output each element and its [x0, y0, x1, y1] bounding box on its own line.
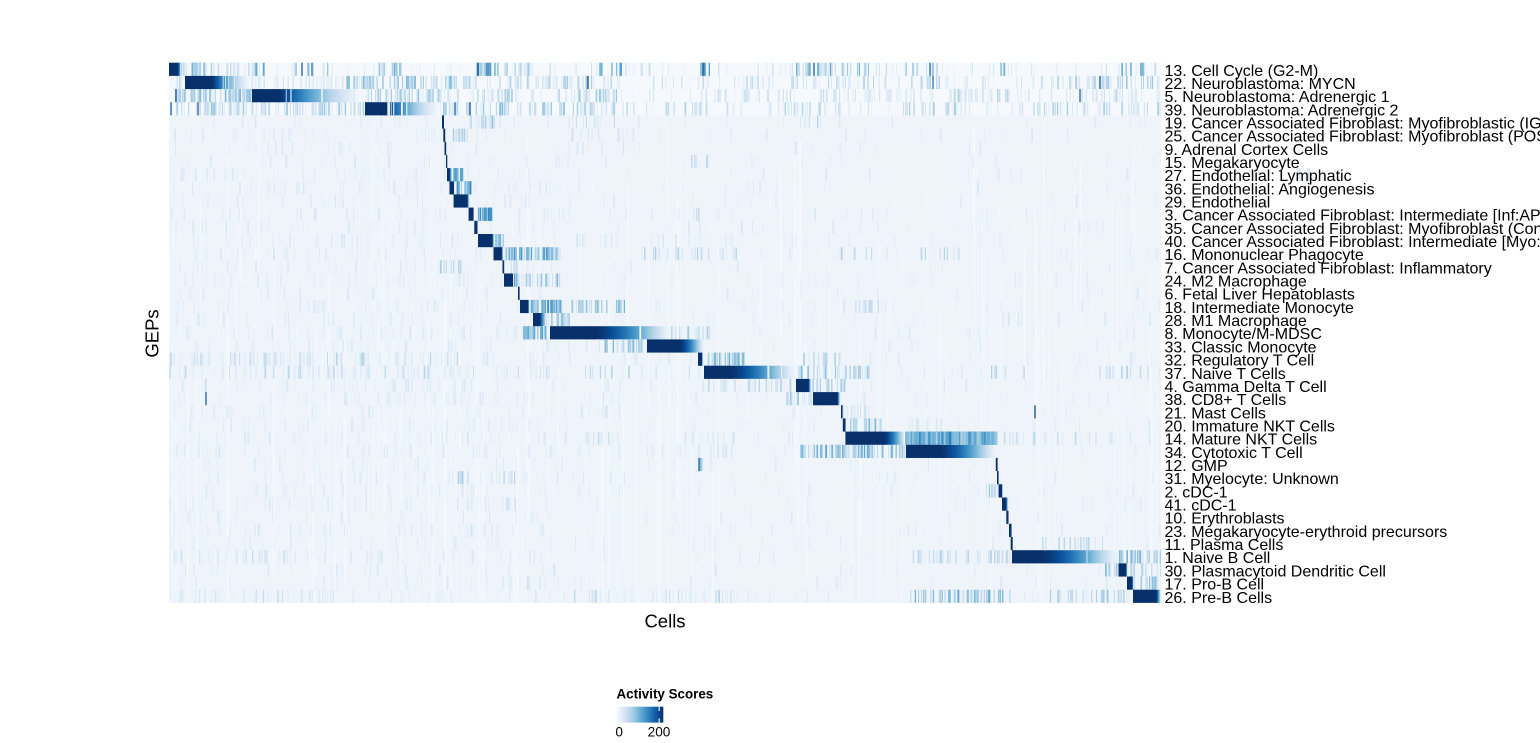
svg-text:37. Naive T Cells: 37. Naive T Cells	[1165, 366, 1286, 383]
svg-text:41. cDC-1: 41. cDC-1	[1165, 498, 1237, 515]
svg-text:16. Mononuclear Phagocyte: 16. Mononuclear Phagocyte	[1165, 247, 1364, 264]
svg-text:3. Cancer Associated Fibroblas: 3. Cancer Associated Fibroblast: Interme…	[1165, 208, 1540, 225]
svg-text:36. Endothelial: Angiogenesis: 36. Endothelial: Angiogenesis	[1165, 181, 1375, 198]
svg-text:17. Pro-B Cell: 17. Pro-B Cell	[1165, 577, 1265, 594]
svg-text:29. Endothelial: 29. Endothelial	[1165, 195, 1271, 212]
svg-text:21. Mast Cells: 21. Mast Cells	[1165, 405, 1266, 422]
svg-text:2. cDC-1: 2. cDC-1	[1165, 484, 1228, 501]
svg-text:7. Cancer Associated Fibroblas: 7. Cancer Associated Fibroblast: Inflamm…	[1165, 260, 1492, 277]
svg-text:30. Plasmacytoid Dendritic Cel: 30. Plasmacytoid Dendritic Cell	[1165, 563, 1386, 580]
svg-text:31. Myelocyte: Unknown: 31. Myelocyte: Unknown	[1165, 471, 1339, 488]
svg-text:26. Pre-B Cells: 26. Pre-B Cells	[1165, 590, 1273, 607]
svg-text:24. M2 Macrophage: 24. M2 Macrophage	[1165, 274, 1307, 291]
svg-text:9. Adrenal Cortex Cells: 9. Adrenal Cortex Cells	[1165, 142, 1329, 159]
svg-text:33. Classic Monocyte: 33. Classic Monocyte	[1165, 339, 1317, 356]
svg-text:6. Fetal Liver Hepatoblasts: 6. Fetal Liver Hepatoblasts	[1165, 287, 1355, 304]
svg-text:Activity Scores: Activity Scores	[617, 687, 714, 702]
svg-text:11. Plasma Cells: 11. Plasma Cells	[1165, 537, 1284, 554]
svg-text:23. Megakaryocyte-erythroid pr: 23. Megakaryocyte-erythroid precursors	[1165, 524, 1448, 541]
svg-text:22. Neuroblastoma: MYCN: 22. Neuroblastoma: MYCN	[1165, 76, 1356, 93]
svg-text:1. Naive B Cell: 1. Naive B Cell	[1165, 550, 1271, 567]
svg-text:18. Intermediate Monocyte: 18. Intermediate Monocyte	[1165, 300, 1355, 317]
svg-text:13. Cell Cycle (G2-M): 13. Cell Cycle (G2-M)	[1165, 63, 1319, 80]
svg-text:19. Cancer Associated Fibrobla: 19. Cancer Associated Fibroblast: Myofib…	[1165, 116, 1540, 133]
svg-text:200: 200	[648, 724, 671, 739]
svg-text:8. Monocyte/M-MDSC: 8. Monocyte/M-MDSC	[1165, 326, 1322, 343]
svg-text:32. Regulatory T Cell: 32. Regulatory T Cell	[1165, 353, 1315, 370]
svg-text:4. Gamma Delta T Cell: 4. Gamma Delta T Cell	[1165, 379, 1327, 396]
svg-text:25. Cancer Associated Fibrobla: 25. Cancer Associated Fibroblast: Myofib…	[1165, 129, 1540, 146]
svg-text:34. Cytotoxic T Cell: 34. Cytotoxic T Cell	[1165, 445, 1303, 462]
svg-text:10. Erythroblasts: 10. Erythroblasts	[1165, 511, 1285, 528]
svg-text:39. Neuroblastoma: Adrenergic: 39. Neuroblastoma: Adrenergic 2	[1165, 102, 1399, 119]
svg-text:12. GMP: 12. GMP	[1165, 458, 1228, 475]
svg-text:20. Immature NKT Cells: 20. Immature NKT Cells	[1165, 419, 1335, 436]
svg-text:Cells: Cells	[644, 611, 685, 632]
svg-text:5. Neuroblastoma: Adrenergic 1: 5. Neuroblastoma: Adrenergic 1	[1165, 89, 1390, 106]
svg-text:40. Cancer Associated Fibrobla: 40. Cancer Associated Fibroblast: Interm…	[1165, 234, 1540, 251]
svg-text:14. Mature NKT Cells: 14. Mature NKT Cells	[1165, 432, 1318, 449]
svg-text:27. Endothelial: Lymphatic: 27. Endothelial: Lymphatic	[1165, 168, 1352, 185]
svg-text:35. Cancer Associated Fibrobla: 35. Cancer Associated Fibroblast: Myofib…	[1165, 221, 1540, 238]
svg-text:GEPs: GEPs	[142, 309, 163, 357]
svg-text:0: 0	[615, 724, 623, 739]
svg-text:28. M1 Macrophage: 28. M1 Macrophage	[1165, 313, 1307, 330]
svg-text:15. Megakaryocyte: 15. Megakaryocyte	[1165, 155, 1300, 172]
svg-text:38. CD8+ T Cells: 38. CD8+ T Cells	[1165, 392, 1287, 409]
